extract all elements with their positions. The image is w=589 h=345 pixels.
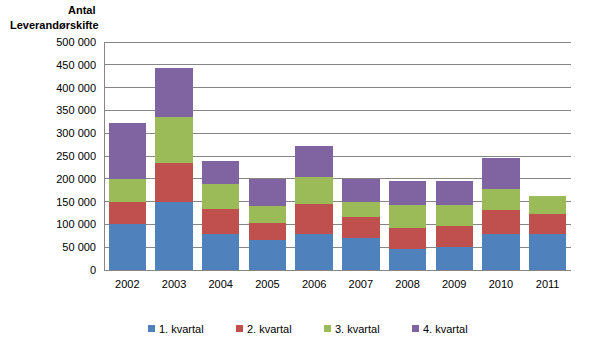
bar bbox=[155, 202, 192, 270]
bar bbox=[389, 228, 426, 249]
legend-swatch bbox=[236, 325, 243, 332]
legend-label: 4. kvartal bbox=[423, 323, 468, 335]
y-tick-label: 200 000 bbox=[56, 173, 96, 185]
bar bbox=[295, 177, 332, 203]
y-tick-label: 250 000 bbox=[56, 150, 96, 162]
y-tick-label: 500 000 bbox=[56, 36, 96, 48]
bar bbox=[482, 189, 519, 210]
bar bbox=[249, 206, 286, 223]
x-tick-label: 2010 bbox=[489, 278, 513, 290]
bar bbox=[295, 146, 332, 178]
bar bbox=[249, 179, 286, 206]
legend-swatch bbox=[148, 325, 155, 332]
bar bbox=[202, 184, 239, 209]
bar bbox=[389, 181, 426, 205]
bar bbox=[482, 210, 519, 234]
y-axis-title: Antal Leverandørskifte bbox=[10, 4, 99, 31]
bars bbox=[109, 68, 567, 270]
bar bbox=[342, 217, 379, 238]
bar bbox=[109, 202, 146, 225]
y-tick-label: 350 000 bbox=[56, 104, 96, 116]
legend-swatch bbox=[324, 325, 331, 332]
bar bbox=[529, 196, 566, 214]
bar bbox=[295, 204, 332, 234]
y-tick-label: 0 bbox=[90, 264, 96, 276]
bar bbox=[109, 123, 146, 179]
bar bbox=[436, 205, 473, 226]
bar bbox=[202, 234, 239, 270]
bar bbox=[155, 163, 192, 202]
bar bbox=[109, 179, 146, 202]
legend-swatch bbox=[412, 325, 419, 332]
y-tick-label: 300 000 bbox=[56, 127, 96, 139]
x-tick-label: 2011 bbox=[536, 278, 560, 290]
legend-label: 2. kvartal bbox=[247, 323, 292, 335]
x-tick-label: 2008 bbox=[395, 278, 419, 290]
y-axis-title-line: Leverandørskifte bbox=[10, 19, 99, 31]
x-tick-label: 2002 bbox=[115, 278, 139, 290]
x-tick-label: 2006 bbox=[302, 278, 326, 290]
bar bbox=[155, 117, 192, 163]
bar bbox=[389, 249, 426, 270]
x-tick-label: 2005 bbox=[255, 278, 279, 290]
bar bbox=[249, 223, 286, 240]
bar bbox=[436, 226, 473, 247]
bar bbox=[482, 158, 519, 189]
grid-line bbox=[104, 42, 571, 43]
y-tick-label: 450 000 bbox=[56, 59, 96, 71]
legend-label: 3. kvartal bbox=[335, 323, 380, 335]
x-tick-label: 2007 bbox=[349, 278, 373, 290]
legend-label: 1. kvartal bbox=[159, 323, 204, 335]
bar bbox=[342, 202, 379, 218]
bar bbox=[482, 234, 519, 270]
y-tick-label: 400 000 bbox=[56, 82, 96, 94]
bar bbox=[436, 247, 473, 270]
y-tick-label: 100 000 bbox=[56, 218, 96, 230]
y-tick-label: 150 000 bbox=[56, 196, 96, 208]
bar bbox=[389, 205, 426, 228]
grid-line bbox=[104, 64, 571, 65]
x-tick-label: 2004 bbox=[209, 278, 233, 290]
bar bbox=[342, 238, 379, 270]
chart: 0 50 000 100 000 150 000 200 000 250 000 300 0… bbox=[0, 0, 589, 345]
bar bbox=[249, 240, 286, 270]
bar bbox=[295, 234, 332, 270]
bar bbox=[202, 209, 239, 233]
bar bbox=[436, 181, 473, 205]
y-tick-label: 50 000 bbox=[62, 241, 96, 253]
x-tick-label: 2009 bbox=[442, 278, 466, 290]
bar bbox=[529, 214, 566, 233]
bar bbox=[529, 234, 566, 270]
y-axis-title-line: Antal bbox=[68, 4, 96, 16]
x-tick-label: 2003 bbox=[162, 278, 186, 290]
bar bbox=[342, 179, 379, 202]
y-axis bbox=[104, 42, 105, 270]
bar bbox=[202, 161, 239, 185]
bar bbox=[155, 68, 192, 117]
bar bbox=[109, 224, 146, 270]
